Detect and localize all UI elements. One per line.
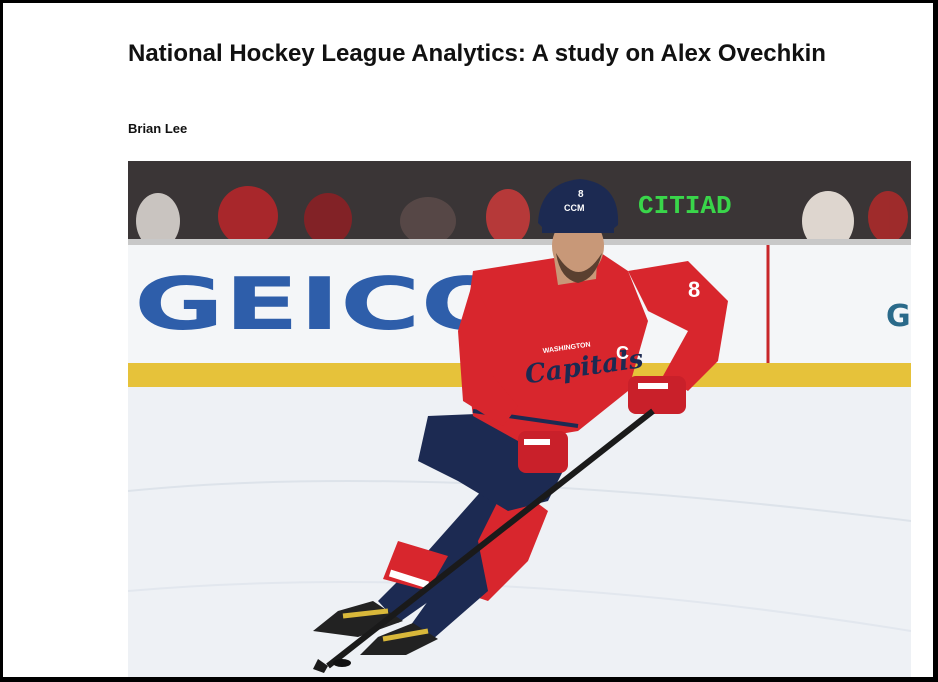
glove-left	[518, 431, 568, 473]
hero-image: CITIAD GEICO G	[128, 161, 911, 677]
board-ad-text-right: G	[886, 299, 911, 334]
hockey-player: Capitals WASHINGTON C 8	[313, 179, 728, 673]
hockey-stick	[326, 408, 655, 669]
helmet	[538, 179, 619, 233]
hockey-puck	[333, 659, 351, 667]
jersey	[463, 251, 648, 441]
article-author: Brian Lee	[128, 121, 188, 136]
helmet-number: 8	[578, 189, 584, 200]
article-title: National Hockey League Analytics: A stud…	[128, 40, 826, 67]
helmet-brand: CCM	[564, 203, 585, 213]
sleeve-number: 8	[688, 277, 700, 302]
page-frame: National Hockey League Analytics: A stud…	[3, 3, 933, 677]
board-ad-text: GEICO	[134, 262, 514, 346]
glove-right	[628, 376, 686, 414]
scoreboard-text: CITIAD	[638, 191, 732, 221]
hockey-player-photo: CITIAD GEICO G	[128, 161, 911, 677]
captain-letter: C	[616, 343, 629, 363]
